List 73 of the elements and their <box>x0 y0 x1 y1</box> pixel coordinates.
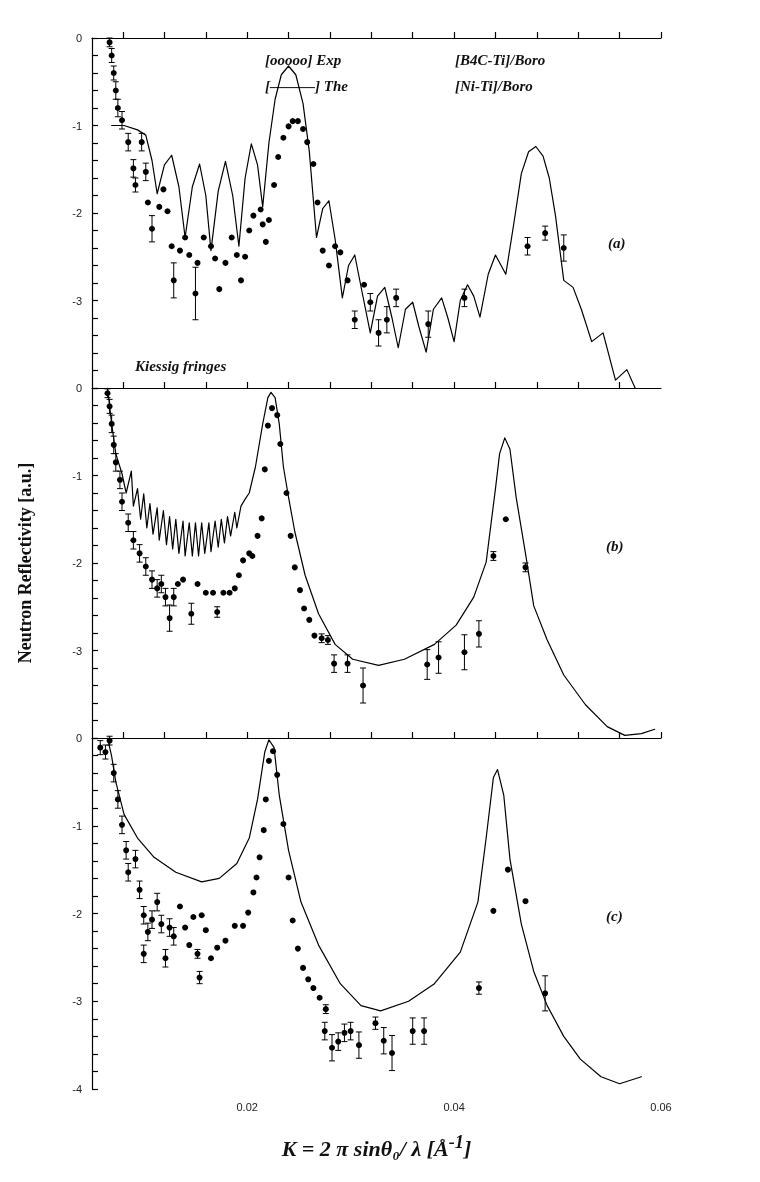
point <box>174 581 181 587</box>
annotation: Kiessig fringes <box>134 357 227 374</box>
point <box>301 605 308 612</box>
point <box>296 587 303 594</box>
point <box>235 572 242 579</box>
point <box>130 537 137 544</box>
annotation: [ooooo] Exp <box>265 51 342 68</box>
x-axis-title: K = 2 π sinθ₀/ λ [Å$^{-1}$] <box>280 1132 473 1163</box>
point <box>274 412 281 419</box>
point <box>149 576 155 583</box>
point <box>461 649 468 656</box>
point <box>254 532 261 539</box>
annotation: [Ni-Ti]/Boro <box>455 77 533 94</box>
point <box>188 610 195 617</box>
point <box>306 616 313 623</box>
point <box>210 589 217 596</box>
point <box>202 589 209 596</box>
point <box>220 589 227 596</box>
y-tick-label: -3 <box>72 995 82 1008</box>
point <box>283 490 290 496</box>
y-axis-title: Neutron Reflectivity [a.u.] <box>15 462 35 664</box>
annotation: [B4C-Ti]/Boro <box>455 51 546 68</box>
y-tick-label: -1 <box>72 119 82 132</box>
y-tick-label: -2 <box>72 907 82 920</box>
point <box>125 519 132 526</box>
x-tick-label: 0.02 <box>236 1100 258 1113</box>
annotation: (c) <box>606 907 623 925</box>
point <box>291 564 298 571</box>
point <box>180 576 187 583</box>
point <box>154 585 161 592</box>
y-tick-label: -1 <box>72 469 82 482</box>
point <box>158 581 165 587</box>
point <box>331 660 338 667</box>
point <box>108 420 115 427</box>
x-tick-label: 0.06 <box>650 1100 672 1113</box>
y-tick-label: 0 <box>75 732 82 744</box>
point <box>277 441 284 447</box>
y-tick-label: -1 <box>72 819 82 832</box>
point <box>162 594 169 601</box>
point <box>502 516 509 523</box>
y-tick-label: -2 <box>72 557 82 569</box>
y-tick-label: -3 <box>72 644 82 657</box>
point <box>166 615 173 622</box>
x-tick-label: 0.04 <box>443 1100 465 1113</box>
y-tick-label: 0 <box>75 32 82 44</box>
point <box>112 459 119 466</box>
y-tick-label: -4 <box>72 1083 82 1095</box>
point <box>424 661 431 668</box>
point <box>226 589 233 596</box>
point <box>119 498 125 505</box>
point <box>170 594 177 601</box>
point <box>258 515 265 522</box>
point <box>231 585 238 592</box>
y-tick-label: -2 <box>72 207 82 219</box>
point <box>435 654 442 661</box>
point <box>110 441 117 448</box>
point <box>240 557 247 564</box>
point <box>475 630 482 637</box>
point <box>269 405 276 412</box>
point <box>106 403 113 410</box>
point <box>136 550 143 557</box>
point <box>116 476 123 483</box>
y-tick-label: -3 <box>72 294 82 307</box>
point <box>311 632 318 639</box>
annotation: (a) <box>608 234 626 252</box>
point <box>142 563 149 570</box>
point <box>287 532 294 539</box>
point <box>261 466 268 473</box>
y-tick-label: 0 <box>75 382 82 394</box>
point <box>264 422 271 429</box>
point <box>360 682 367 689</box>
point <box>194 581 201 587</box>
annotation: (b) <box>606 537 624 555</box>
